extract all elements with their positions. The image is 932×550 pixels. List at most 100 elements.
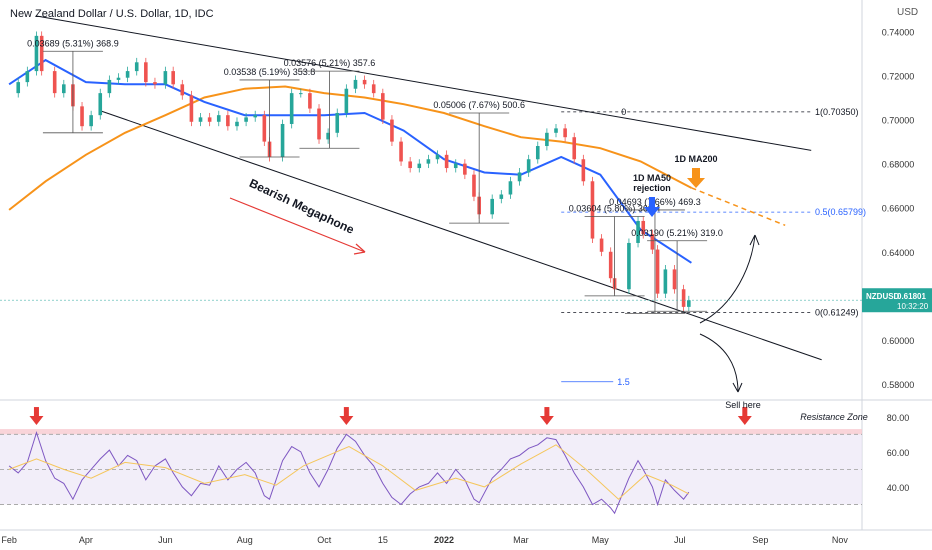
candle-body — [581, 159, 586, 182]
megaphone-arrow-head-icon — [353, 243, 366, 255]
x-tick-label: Sep — [752, 535, 768, 545]
candle-body — [636, 220, 640, 243]
candle-body — [408, 161, 412, 169]
red-arrow-icon — [742, 407, 748, 418]
x-tick-label: 2022 — [434, 535, 454, 545]
megaphone-lower-line — [100, 110, 822, 361]
projection-down-curve — [699, 333, 739, 393]
candle-body — [663, 269, 668, 294]
megaphone-arrow-line — [229, 197, 366, 253]
sell-here-label: Sell here — [725, 400, 761, 410]
rsi-pane: Resistance Zone Sell here — [0, 400, 868, 515]
candle-body — [453, 163, 458, 169]
megaphone-label: Bearish Megaphone — [247, 176, 357, 237]
candle-body — [52, 71, 57, 94]
candle-body — [125, 71, 130, 78]
candle-body — [107, 79, 112, 94]
rsi-line — [8, 430, 690, 515]
x-tick-label: Oct — [317, 535, 332, 545]
candle-body — [16, 82, 21, 94]
projection-down-arrow-icon — [732, 382, 743, 393]
candle-body — [207, 117, 212, 122]
last-price-countdown: 10:32:20 — [897, 302, 929, 311]
red-arrow-icon — [737, 416, 752, 426]
candle-body — [472, 174, 476, 197]
last-price-value: 0.61801 — [897, 292, 926, 301]
candle-body — [298, 93, 303, 95]
y-tick-label: 0.66000 — [882, 204, 915, 214]
x-tick-label: Jun — [158, 535, 173, 545]
rsi-signal-line — [8, 444, 690, 500]
red-arrow-icon — [343, 407, 349, 418]
candle-body — [308, 93, 312, 109]
rsi-tick-label: 80.00 — [887, 413, 910, 423]
candle-body — [608, 251, 613, 279]
candle-body — [280, 123, 285, 158]
x-tick-label: Jul — [674, 535, 686, 545]
candle-body — [335, 112, 340, 133]
candle-body — [235, 121, 239, 127]
candle-body — [189, 95, 194, 122]
candle-body — [499, 194, 504, 199]
candle-body — [180, 84, 185, 96]
ma200-label: 1D MA200 — [674, 154, 717, 164]
ma200-projection-line — [691, 187, 786, 227]
y-tick-label: 0.58000 — [882, 380, 915, 390]
price-measure-label: 0.03190 (5.21%) 319.0 — [631, 228, 723, 238]
candle-body — [163, 71, 168, 85]
red-arrow-icon — [29, 416, 44, 426]
candle-body — [134, 62, 139, 72]
y-tick-label: 0.70000 — [882, 116, 915, 126]
candle-body — [563, 128, 567, 138]
candle-body — [153, 82, 157, 85]
candle-body — [399, 141, 403, 162]
candle-body — [244, 117, 248, 122]
candle-body — [326, 132, 330, 140]
x-tick-label: 15 — [378, 535, 388, 545]
candle-body — [681, 289, 686, 307]
x-tick-label: Feb — [1, 535, 17, 545]
candle-body — [317, 108, 321, 140]
candle-body — [526, 159, 531, 173]
candle-body — [627, 242, 631, 290]
candle-body — [554, 128, 558, 133]
candle-body — [650, 234, 655, 250]
fib-level-label: 0.5(0.65799) — [815, 207, 866, 217]
red-arrow-icon — [544, 407, 550, 418]
projection-up-curve — [699, 234, 756, 324]
ma50-rejection-label: 1D MA50 — [633, 173, 671, 183]
candle-body — [353, 79, 358, 89]
fib-level-label: 1(0.70350) — [815, 107, 859, 117]
currency-label: USD — [897, 7, 918, 18]
candle-body — [490, 198, 494, 215]
candle-body — [144, 62, 148, 83]
candle-body — [80, 106, 84, 127]
candle-body — [89, 115, 93, 127]
price-measure-label: 0.03576 (5.21%) 357.6 — [284, 58, 376, 68]
candle-body — [381, 93, 385, 120]
candle-body — [687, 300, 691, 307]
rsi-tick-label: 40.00 — [887, 483, 910, 493]
last-price-symbol: NZDUSD — [866, 292, 900, 301]
red-arrow-icon — [33, 407, 39, 418]
resistance-zone — [0, 429, 862, 435]
last-price-tag — [862, 288, 932, 313]
candle-body — [289, 93, 294, 124]
red-arrow-icon — [539, 416, 554, 426]
candle-body — [672, 269, 677, 290]
candle-body — [435, 154, 440, 160]
candle-body — [444, 154, 449, 169]
price-pane: 1(0.70350) 0.5(0.65799) 0(0.61249) 0 1.5 0.03… — [0, 15, 866, 393]
fib-start-label: 0 — [621, 107, 626, 117]
candle-body — [262, 115, 267, 142]
y-tick-label: 0.64000 — [882, 248, 915, 258]
fib-ext-label: 1.5 — [617, 377, 630, 387]
candle-body — [572, 137, 577, 160]
candle-body — [362, 79, 367, 85]
x-tick-label: Nov — [832, 535, 849, 545]
price-measure-label: 0.03689 (5.31%) 368.9 — [27, 38, 119, 48]
candle-body — [25, 71, 30, 83]
resistance-zone-label: Resistance Zone — [800, 412, 868, 422]
candle-body — [62, 84, 66, 94]
